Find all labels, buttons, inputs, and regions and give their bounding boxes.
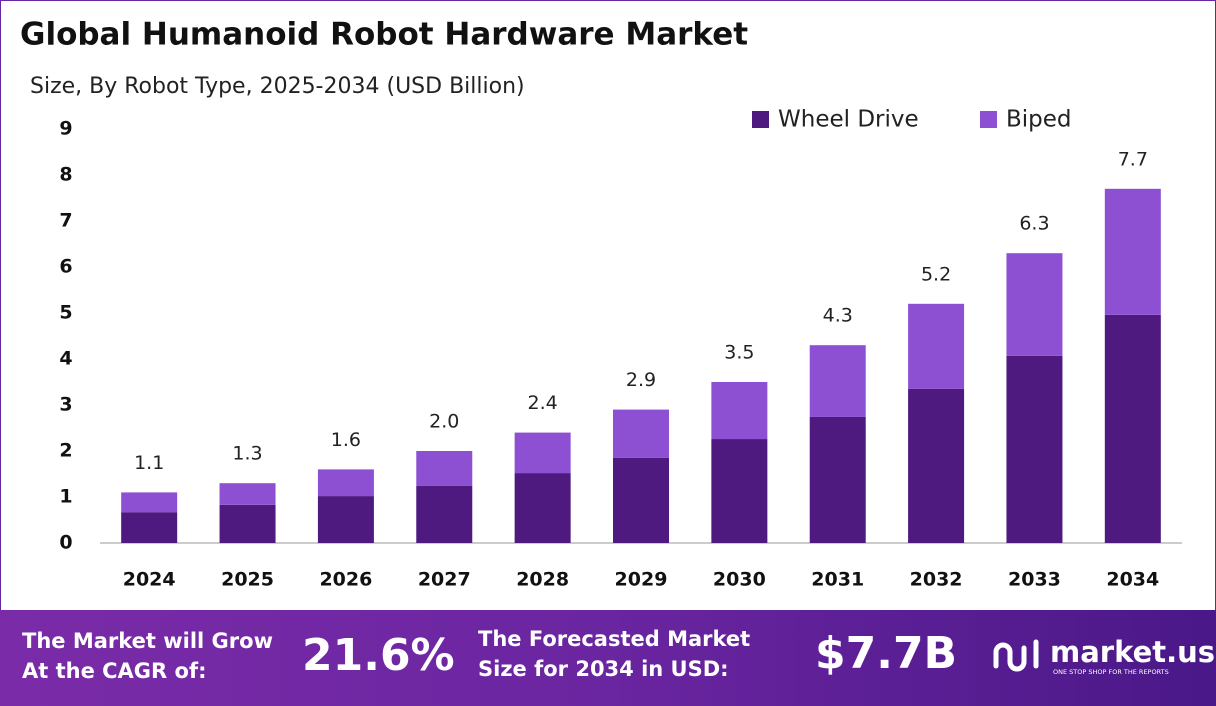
x-tick-label: 2028 xyxy=(516,569,569,591)
y-tick-label: 1 xyxy=(59,486,72,508)
total-label: 1.1 xyxy=(134,452,164,474)
y-tick-label: 7 xyxy=(59,210,72,232)
total-label: 3.5 xyxy=(724,342,754,364)
bar-segment xyxy=(416,485,473,543)
x-tick-label: 2030 xyxy=(713,569,766,591)
legend-swatch xyxy=(980,111,997,128)
bar-segment xyxy=(317,469,374,497)
total-label: 6.3 xyxy=(1019,213,1049,235)
footer-banner xyxy=(0,610,1216,706)
cagr-value: 21.6% xyxy=(302,630,455,681)
total-label: 7.7 xyxy=(1118,148,1148,170)
x-tick-label: 2029 xyxy=(615,569,668,591)
y-tick-label: 9 xyxy=(59,118,72,140)
legend-label: Biped xyxy=(1006,107,1072,133)
x-tick-label: 2034 xyxy=(1106,569,1159,591)
bar-segment xyxy=(416,451,473,486)
brand-tagline: ONE STOP SHOP FOR THE REPORTS xyxy=(1053,668,1169,676)
total-label: 2.4 xyxy=(528,392,558,414)
bar-segment xyxy=(1104,314,1161,543)
bar-segment xyxy=(219,483,276,505)
bar-segment xyxy=(121,492,178,513)
total-label: 1.3 xyxy=(232,443,262,465)
cagr-text: At the CAGR of: xyxy=(22,659,207,683)
bar-segment xyxy=(514,432,571,474)
bar-segment xyxy=(613,409,669,458)
y-tick-label: 6 xyxy=(59,256,72,278)
bar-segment xyxy=(219,504,276,543)
forecast-text: Size for 2034 in USD: xyxy=(478,657,729,681)
x-tick-label: 2026 xyxy=(319,569,372,591)
bar-segment xyxy=(809,345,866,417)
legend-swatch xyxy=(752,111,769,128)
bar-segment xyxy=(514,473,571,543)
bar-segment xyxy=(908,388,965,543)
legend-label: Wheel Drive xyxy=(778,107,919,133)
bar-segment xyxy=(613,457,669,543)
y-tick-label: 5 xyxy=(59,302,72,324)
forecast-text: The Forecasted Market xyxy=(478,627,750,651)
y-tick-label: 0 xyxy=(59,532,72,554)
total-label: 4.3 xyxy=(823,305,853,327)
bar-segment xyxy=(317,496,374,543)
bar-segment xyxy=(1006,355,1063,543)
y-tick-label: 4 xyxy=(59,348,72,370)
bar-segment xyxy=(809,416,866,543)
bar-segment xyxy=(711,382,768,440)
total-label: 2.9 xyxy=(626,369,656,391)
bar-segment xyxy=(121,512,178,543)
bar-segment xyxy=(711,439,768,543)
y-tick-label: 8 xyxy=(59,164,72,186)
bar-segment xyxy=(1006,253,1063,356)
bar-segment xyxy=(908,303,965,389)
x-tick-label: 2024 xyxy=(123,569,176,591)
y-tick-label: 3 xyxy=(59,394,72,416)
x-tick-label: 2032 xyxy=(910,569,963,591)
chart-subtitle: Size, By Robot Type, 2025-2034 (USD Bill… xyxy=(30,74,525,99)
x-tick-label: 2033 xyxy=(1008,569,1061,591)
brand: market.us xyxy=(1050,635,1215,669)
total-label: 5.2 xyxy=(921,263,951,285)
x-tick-label: 2031 xyxy=(811,569,864,591)
brand-logo xyxy=(993,639,1039,672)
total-label: 2.0 xyxy=(429,411,459,433)
total-label: 1.6 xyxy=(331,429,361,451)
chart-title: Global Humanoid Robot Hardware Market xyxy=(20,17,748,53)
x-tick-label: 2027 xyxy=(418,569,471,591)
forecast-value: $7.7B xyxy=(815,628,957,679)
y-tick-label: 2 xyxy=(59,440,72,462)
x-tick-label: 2025 xyxy=(221,569,274,591)
cagr-text: The Market will Grow xyxy=(22,629,273,653)
bar-segment xyxy=(1104,188,1161,315)
